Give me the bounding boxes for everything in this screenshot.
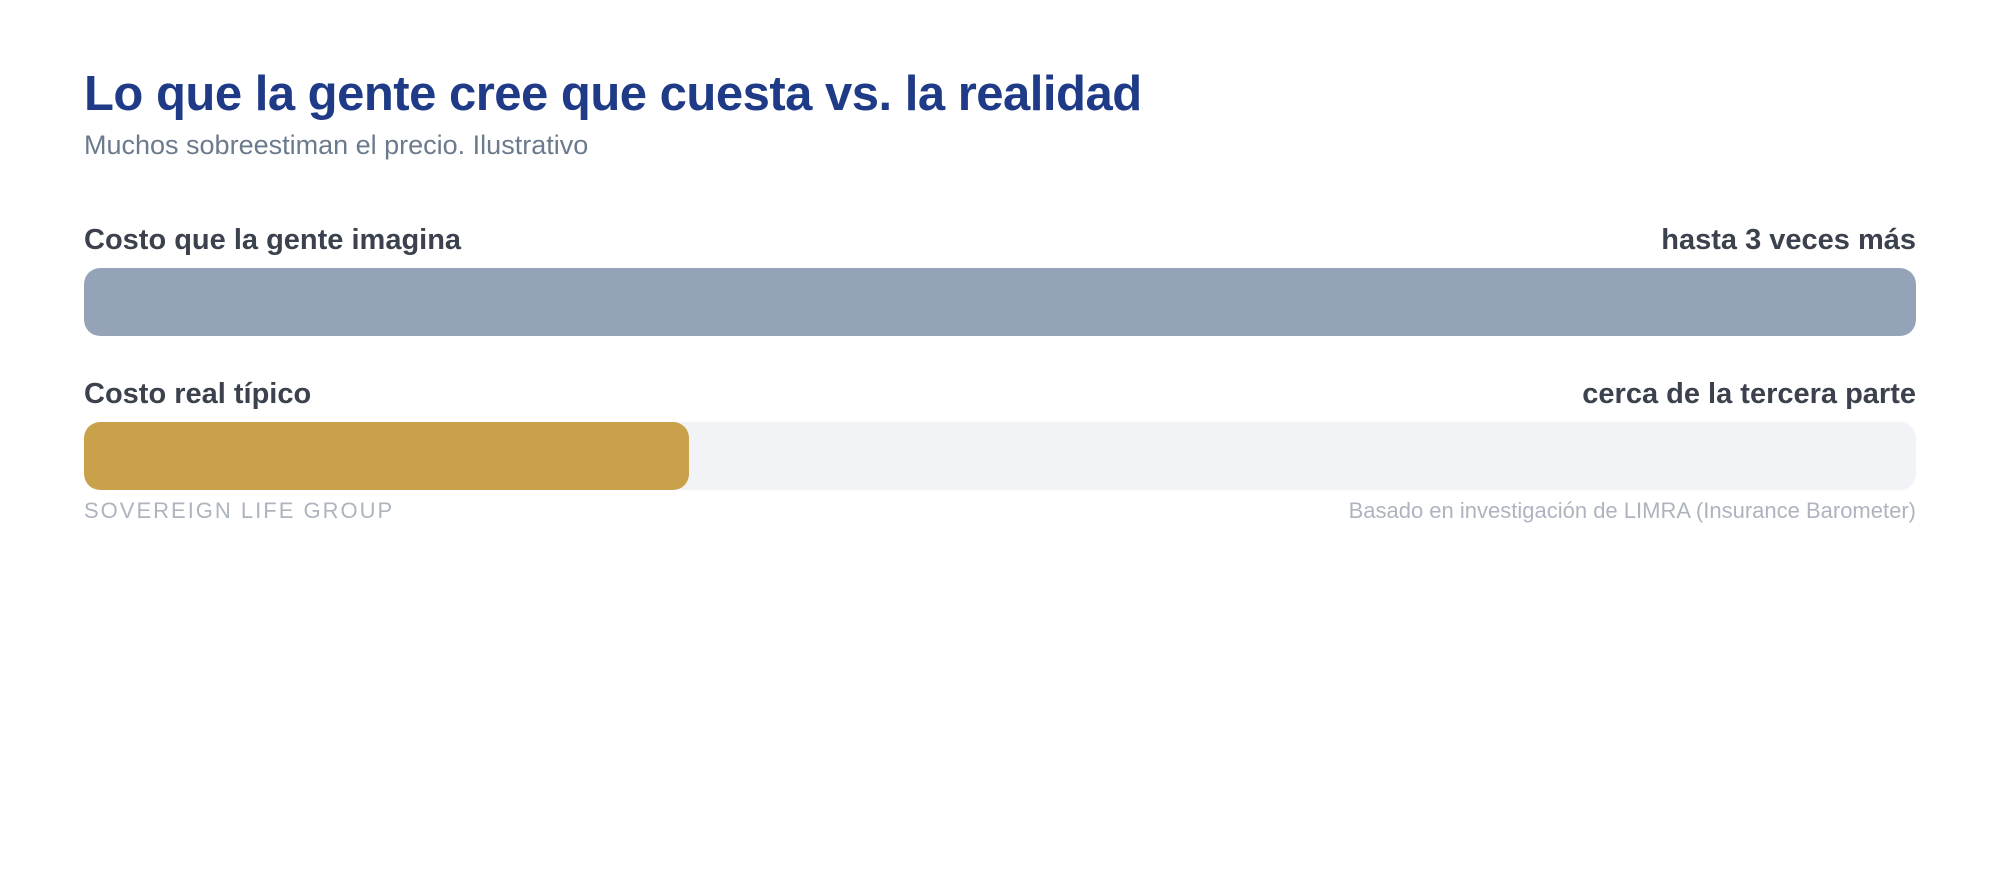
bar-track-real-cost	[84, 422, 1916, 490]
bar-real-cost	[84, 422, 689, 490]
bar-label-real-cost: Costo real típico	[84, 378, 312, 410]
bar-imagined-cost	[84, 268, 1916, 336]
source-note: Basado en investigación de LIMRA (Insura…	[1348, 498, 1916, 523]
chart-title: Lo que la gente cree que cuesta vs. la r…	[84, 67, 1142, 121]
bar-label-imagined-cost: Costo que la gente imagina	[84, 224, 462, 256]
bar-track-imagined-cost	[84, 268, 1916, 336]
brand-footer: SOVEREIGN LIFE GROUP	[84, 498, 395, 523]
chart-subtitle: Muchos sobreestiman el precio. Ilustrati…	[84, 130, 589, 160]
bar-value-label-real-cost: cerca de la tercera parte	[1582, 378, 1916, 410]
bar-value-label-imagined-cost: hasta 3 veces más	[1661, 224, 1916, 256]
